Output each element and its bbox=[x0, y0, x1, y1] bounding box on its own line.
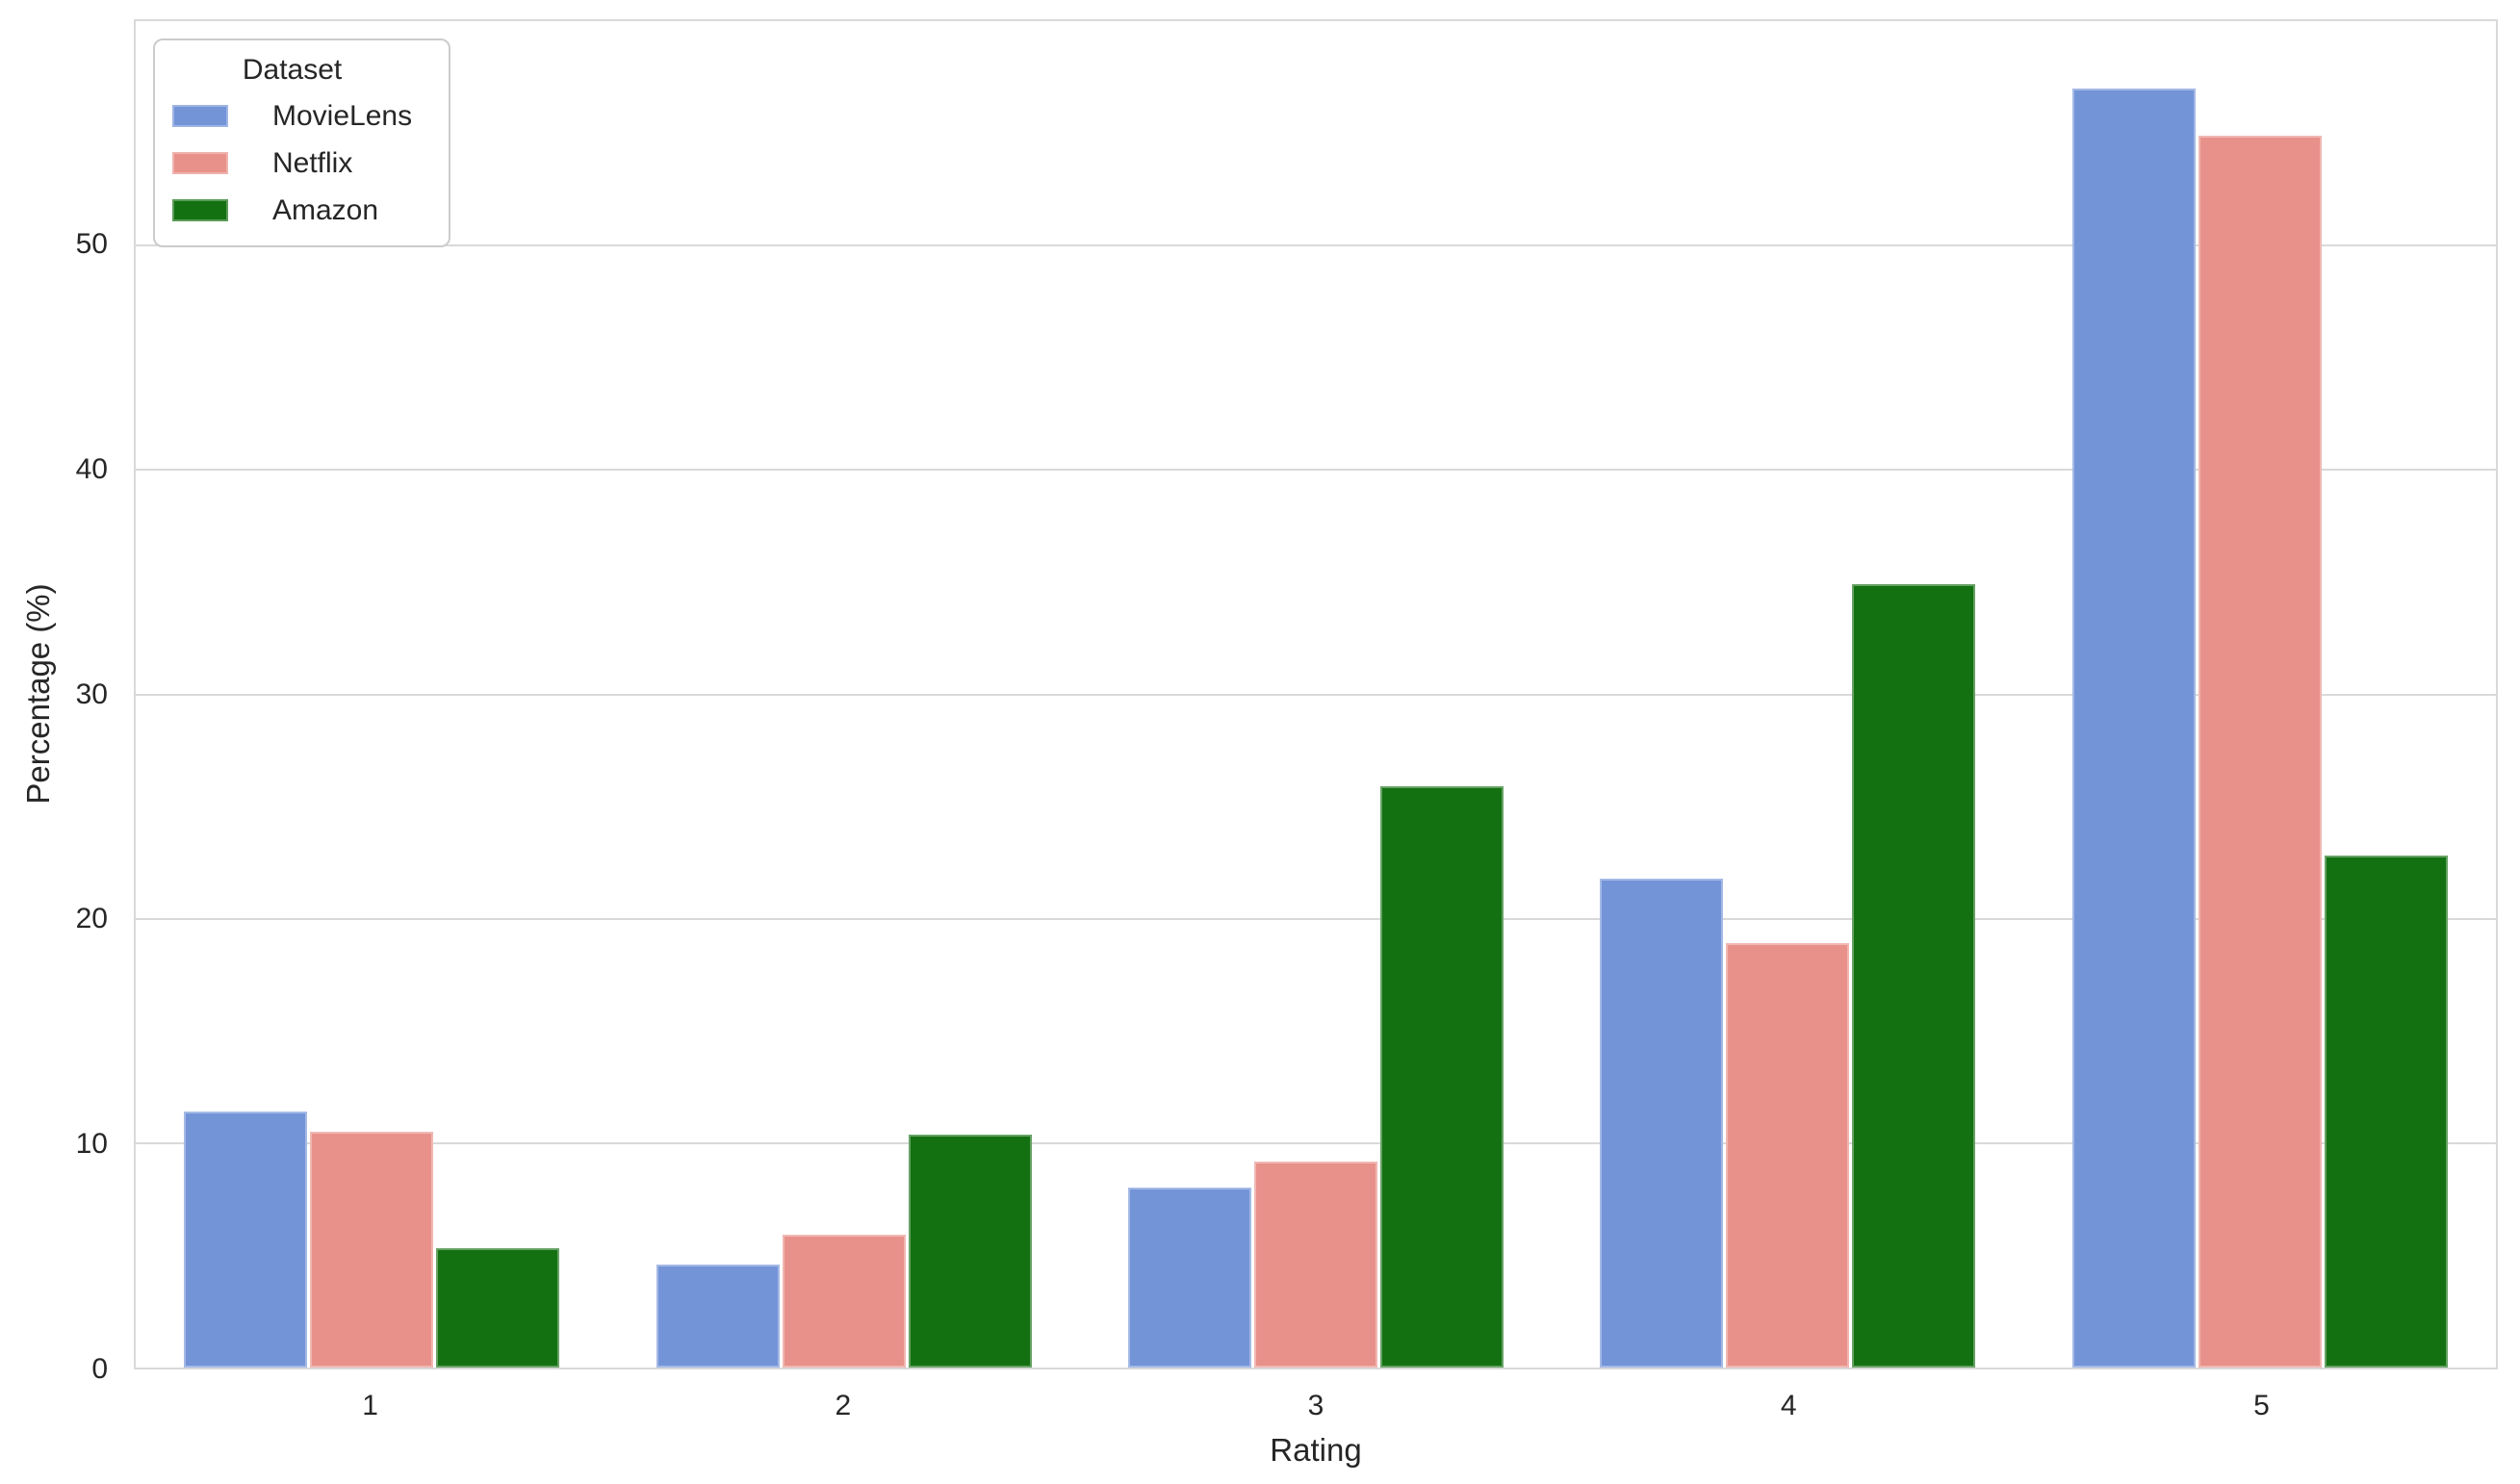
bars-layer bbox=[136, 21, 2496, 1368]
y-tick-20: 20 bbox=[75, 903, 108, 935]
gridline-30 bbox=[136, 693, 2496, 696]
bar-amazon-rating-4 bbox=[1852, 584, 1976, 1368]
bar-group-rating-3 bbox=[1080, 21, 1552, 1368]
y-axis-ticks: 0 10 20 30 40 50 bbox=[0, 19, 108, 1383]
legend-label-amazon: Amazon bbox=[272, 194, 379, 226]
bar-netflix-rating-1 bbox=[310, 1132, 434, 1368]
bar-movielens-rating-2 bbox=[656, 1264, 780, 1368]
y-tick-30: 30 bbox=[75, 678, 108, 710]
x-tick-1: 1 bbox=[362, 1390, 378, 1421]
x-tick-5: 5 bbox=[2253, 1390, 2270, 1421]
bar-movielens-rating-3 bbox=[1128, 1188, 1252, 1368]
legend-item-amazon: Amazon bbox=[172, 194, 412, 226]
bar-amazon-rating-3 bbox=[1380, 786, 1504, 1368]
legend-item-netflix: Netflix bbox=[172, 147, 412, 179]
y-tick-10: 10 bbox=[75, 1128, 108, 1161]
gridline-40 bbox=[136, 469, 2496, 472]
bar-group-rating-4 bbox=[1552, 21, 2023, 1368]
bar-netflix-rating-5 bbox=[2198, 135, 2322, 1368]
x-tick-3: 3 bbox=[1307, 1390, 1324, 1421]
gridlines bbox=[136, 21, 2496, 1368]
amazon-swatch-icon bbox=[172, 199, 228, 221]
movielens-swatch-icon bbox=[172, 105, 228, 127]
bar-netflix-rating-2 bbox=[782, 1235, 906, 1368]
x-axis-title: Rating bbox=[1270, 1432, 1362, 1468]
legend-title: Dataset bbox=[242, 54, 343, 86]
gridline-10 bbox=[136, 1141, 2496, 1144]
legend-label-movielens: MovieLens bbox=[272, 100, 413, 132]
gridline-50 bbox=[136, 244, 2496, 247]
y-tick-50: 50 bbox=[75, 227, 108, 260]
legend: Dataset MovieLens Netflix Amazon bbox=[153, 38, 451, 247]
bar-amazon-rating-5 bbox=[2324, 856, 2448, 1368]
y-tick-0: 0 bbox=[91, 1353, 108, 1385]
legend-item-movielens: MovieLens bbox=[172, 100, 412, 132]
gridline-20 bbox=[136, 917, 2496, 920]
bar-amazon-rating-1 bbox=[436, 1248, 560, 1368]
legend-label-netflix: Netflix bbox=[272, 147, 353, 179]
bar-movielens-rating-5 bbox=[2071, 88, 2196, 1368]
x-tick-4: 4 bbox=[1780, 1390, 1797, 1421]
x-tick-2: 2 bbox=[835, 1390, 852, 1421]
bar-group-rating-5 bbox=[2024, 21, 2496, 1368]
bar-movielens-rating-1 bbox=[184, 1112, 308, 1368]
bar-netflix-rating-4 bbox=[1726, 943, 1850, 1368]
bar-amazon-rating-2 bbox=[908, 1134, 1032, 1368]
bar-group-rating-1 bbox=[136, 21, 607, 1368]
legend-items: MovieLens Netflix Amazon bbox=[172, 100, 412, 226]
y-tick-40: 40 bbox=[75, 452, 108, 485]
bar-movielens-rating-4 bbox=[1600, 878, 1724, 1368]
bar-group-rating-2 bbox=[607, 21, 1079, 1368]
x-axis-ticks: 1 2 3 4 5 bbox=[134, 1386, 2498, 1426]
netflix-swatch-icon bbox=[172, 152, 228, 174]
bar-netflix-rating-3 bbox=[1254, 1161, 1378, 1368]
plot-area: Dataset MovieLens Netflix Amazon bbox=[134, 19, 2498, 1369]
